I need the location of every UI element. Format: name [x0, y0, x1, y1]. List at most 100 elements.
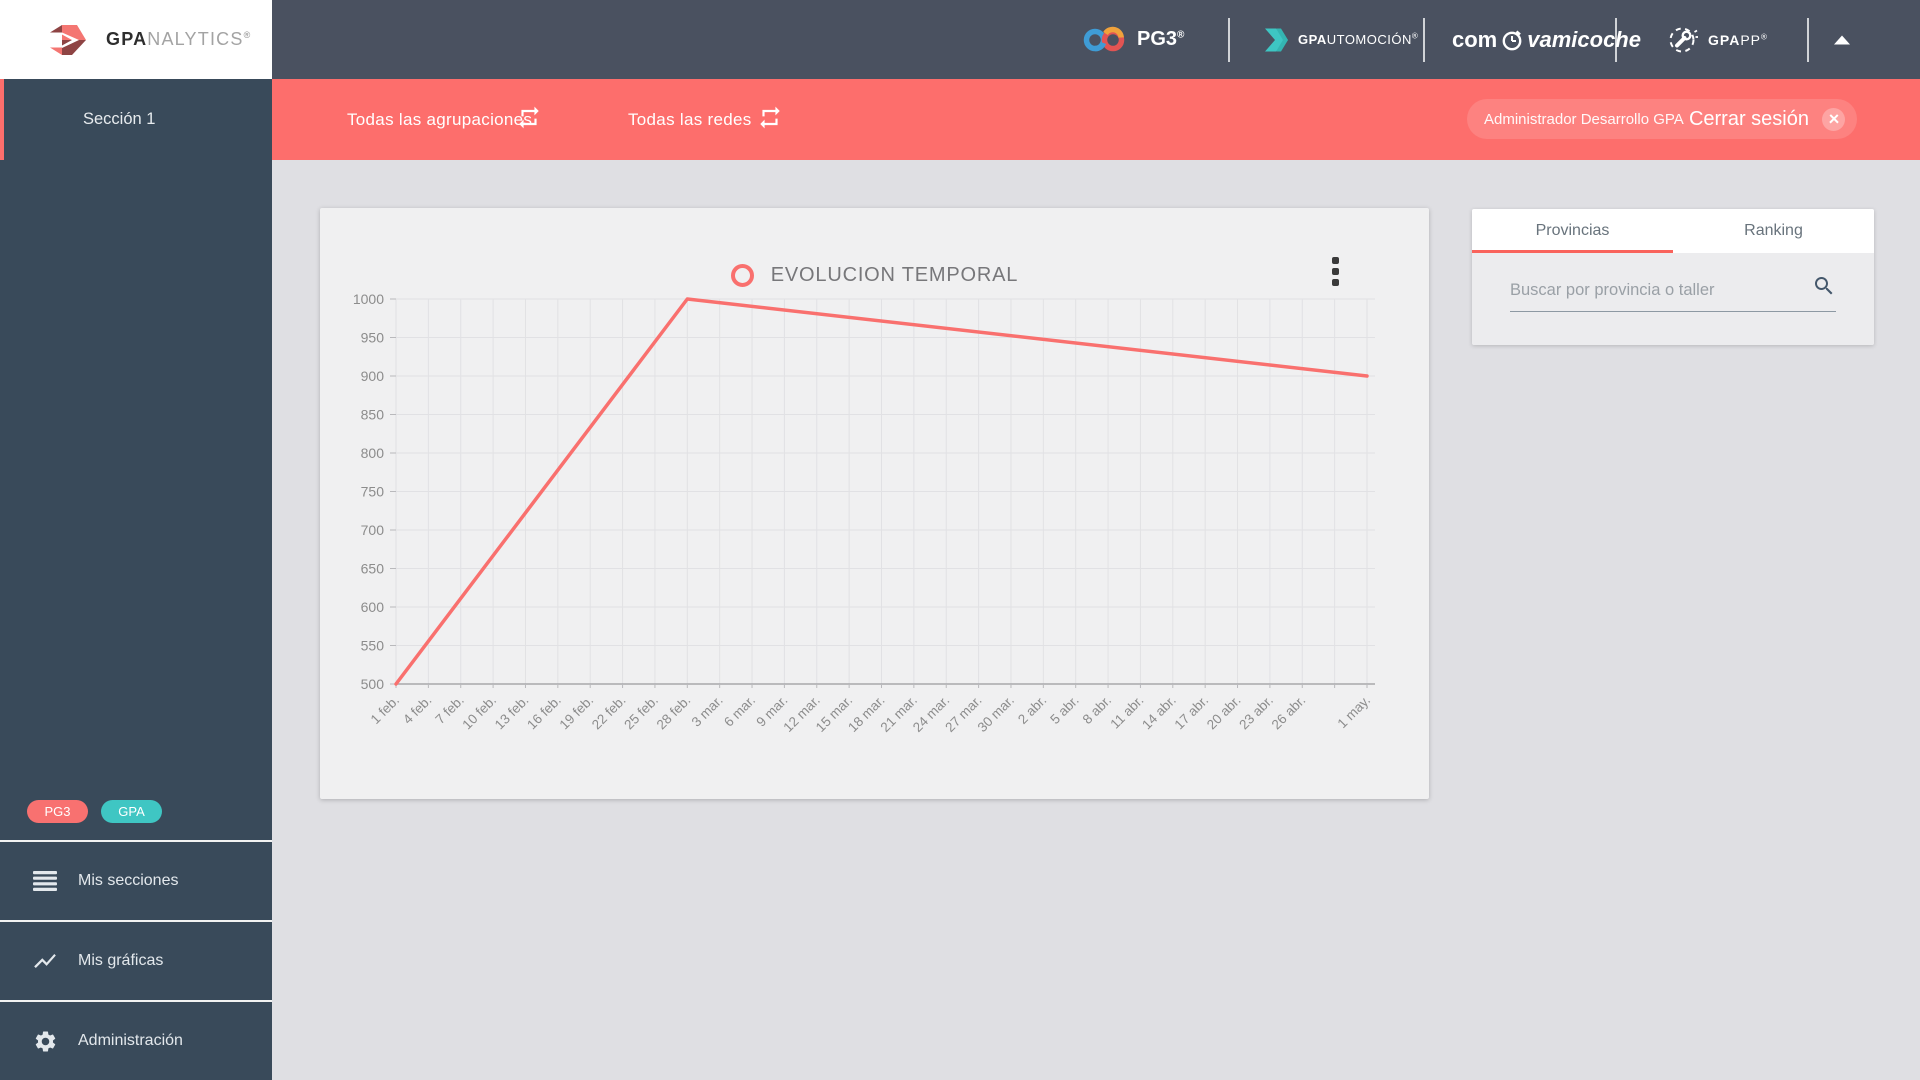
svg-text:650: 650	[361, 561, 385, 577]
badge-pg3[interactable]: PG3	[27, 800, 88, 823]
clock-icon	[1502, 30, 1522, 50]
logout-label[interactable]: Cerrar sesión	[1688, 107, 1809, 130]
svg-text:23 abr.: 23 abr.	[1236, 693, 1276, 733]
gpapp-logo: GPAPP®	[1668, 25, 1768, 55]
source-badges: PG3 GPA	[27, 800, 272, 823]
swap-redes-icon[interactable]	[757, 104, 783, 135]
panel-body	[1472, 253, 1874, 345]
filter-redes[interactable]: Todas las redes	[628, 109, 752, 129]
gpautomocion-logo: GPAUTOMOCIÓN®	[1263, 26, 1418, 53]
close-session-icon[interactable]	[1822, 107, 1845, 131]
svg-text:850: 850	[361, 407, 385, 423]
gpanalytics-logo-text: GPANALYTICS®	[106, 29, 251, 50]
svg-text:30 mar.: 30 mar.	[975, 693, 1017, 735]
logo-reg: ®	[243, 30, 252, 40]
svg-text:500: 500	[361, 676, 385, 692]
svg-text:13 feb.: 13 feb.	[492, 693, 532, 733]
svg-text:750: 750	[361, 484, 385, 500]
chart-title: EVOLUCION TEMPORAL	[770, 264, 1019, 286]
pg3-logo: PG3®	[1082, 25, 1184, 55]
sidebar-item-administracion[interactable]: Administración	[0, 1000, 272, 1080]
seccion-1-label: Sección 1	[83, 110, 156, 128]
sidebar-item-label: Mis secciones	[78, 872, 179, 889]
session-pill: Administrador Desarrollo GPA Cerrar sesi…	[1467, 99, 1857, 139]
filter-bar: Todas las agrupaciones Todas las redes A…	[272, 79, 1920, 160]
panel-tabs: Provincias Ranking	[1472, 209, 1874, 253]
svg-text:700: 700	[361, 522, 385, 538]
header-divider	[1228, 17, 1230, 62]
chart-canvas: 500 550 600 650 700 750 800 850 900 950 1000 1 feb.…	[353, 291, 1375, 735]
comprovamicoche-logo-text: com vamicoche	[1452, 26, 1641, 52]
top-header: PG3® GPAUTOMOCIÓN® com vamicoche	[272, 0, 1920, 79]
chart-card: EVOLUCION TEMPORAL 500 550 600 650 700 750 800…	[320, 208, 1429, 799]
svg-text:1 feb.: 1 feb.	[368, 693, 402, 727]
svg-text:4 feb.: 4 feb.	[400, 693, 434, 727]
sidebar: Sección 1 PG3 GPA Mis secciones	[0, 79, 272, 1080]
svg-text:26 abr.: 26 abr.	[1269, 693, 1309, 733]
gpapp-wrench-icon	[1669, 27, 1698, 52]
logo-bold: GPA	[106, 29, 148, 49]
kebab-menu-icon[interactable]	[1328, 253, 1343, 290]
search-row	[1510, 270, 1836, 312]
brand-panel: GPANALYTICS®	[0, 0, 272, 79]
svg-text:6 mar.: 6 mar.	[721, 693, 758, 730]
sidebar-item-label: Administración	[78, 1032, 183, 1049]
svg-text:17 abr.: 17 abr.	[1171, 693, 1211, 733]
svg-text:22 feb.: 22 feb.	[589, 693, 629, 733]
search-input[interactable]	[1510, 281, 1836, 300]
main-content: EVOLUCION TEMPORAL 500 550 600 650 700 750 800…	[272, 160, 1920, 1080]
svg-text:1 may.: 1 may.	[1335, 693, 1374, 732]
svg-text:25 feb.: 25 feb.	[621, 693, 661, 733]
svg-text:20 abr.: 20 abr.	[1204, 693, 1244, 733]
svg-text:10 feb.: 10 feb.	[459, 693, 499, 733]
pg3-infinity-icon	[1083, 26, 1125, 51]
svg-text:550: 550	[361, 638, 385, 654]
sidebar-item-mis-secciones[interactable]: Mis secciones	[0, 840, 272, 920]
tab-provincias[interactable]: Provincias	[1535, 222, 1610, 239]
svg-text:800: 800	[361, 445, 385, 461]
badge-gpa[interactable]: GPA	[101, 800, 162, 823]
chevron-up-icon[interactable]	[1834, 35, 1850, 44]
swap-agrupaciones-icon[interactable]	[516, 104, 542, 135]
svg-text:28 feb.: 28 feb.	[654, 693, 694, 733]
header-collapse-control[interactable]	[1834, 35, 1850, 44]
chart-legend: EVOLUCION TEMPORAL	[320, 264, 1429, 287]
gpapp-logo-text: GPAPP®	[1708, 31, 1768, 48]
svg-text:600: 600	[361, 599, 385, 615]
active-tab-underline	[1472, 250, 1673, 253]
svg-text:900: 900	[361, 368, 385, 384]
comprovamicoche-logo: com vamicoche	[1452, 27, 1641, 53]
svg-text:16 feb.: 16 feb.	[524, 693, 564, 733]
header-divider	[1807, 17, 1809, 62]
sidebar-item-label: Mis gráficas	[78, 952, 164, 969]
logged-user-name: Administrador Desarrollo GPA	[1484, 110, 1684, 128]
svg-text:5 abr.: 5 abr.	[1047, 693, 1081, 727]
svg-text:950: 950	[361, 330, 385, 346]
header-divider	[1615, 17, 1617, 62]
filter-agrupaciones[interactable]: Todas las agrupaciones	[347, 109, 533, 129]
sidebar-bottom: PG3 GPA Mis secciones Mis	[0, 800, 272, 1080]
sidebar-item-mis-graficas[interactable]: Mis gráficas	[0, 920, 272, 1000]
svg-text:1000: 1000	[353, 291, 384, 307]
gpautomocion-arrow-icon	[1265, 28, 1288, 51]
svg-text:19 feb.: 19 feb.	[557, 693, 597, 733]
list-icon	[32, 868, 58, 894]
gear-icon	[32, 1028, 58, 1054]
logout-button[interactable]: Cerrar sesión	[1688, 107, 1845, 131]
legend-circle-marker-icon	[730, 264, 754, 287]
gpanalytics-logo-icon	[50, 24, 86, 55]
search-icon[interactable]	[1812, 274, 1836, 303]
svg-text:11 abr.: 11 abr.	[1107, 693, 1146, 732]
line-chart-icon	[32, 948, 58, 974]
header-divider	[1423, 17, 1425, 62]
provinces-panel: Provincias Ranking	[1472, 209, 1874, 345]
gpautomocion-logo-text: GPAUTOMOCIÓN®	[1298, 31, 1419, 48]
svg-text:2 abr.: 2 abr.	[1015, 693, 1049, 727]
tab-ranking[interactable]: Ranking	[1744, 222, 1803, 239]
logo-light: NALYTICS	[147, 29, 244, 49]
svg-text:3 mar.: 3 mar.	[689, 693, 726, 730]
sidebar-item-seccion-1[interactable]: Sección 1	[0, 79, 272, 160]
pg3-logo-text: PG3®	[1137, 28, 1185, 50]
svg-text:14 abr.: 14 abr.	[1139, 693, 1179, 733]
